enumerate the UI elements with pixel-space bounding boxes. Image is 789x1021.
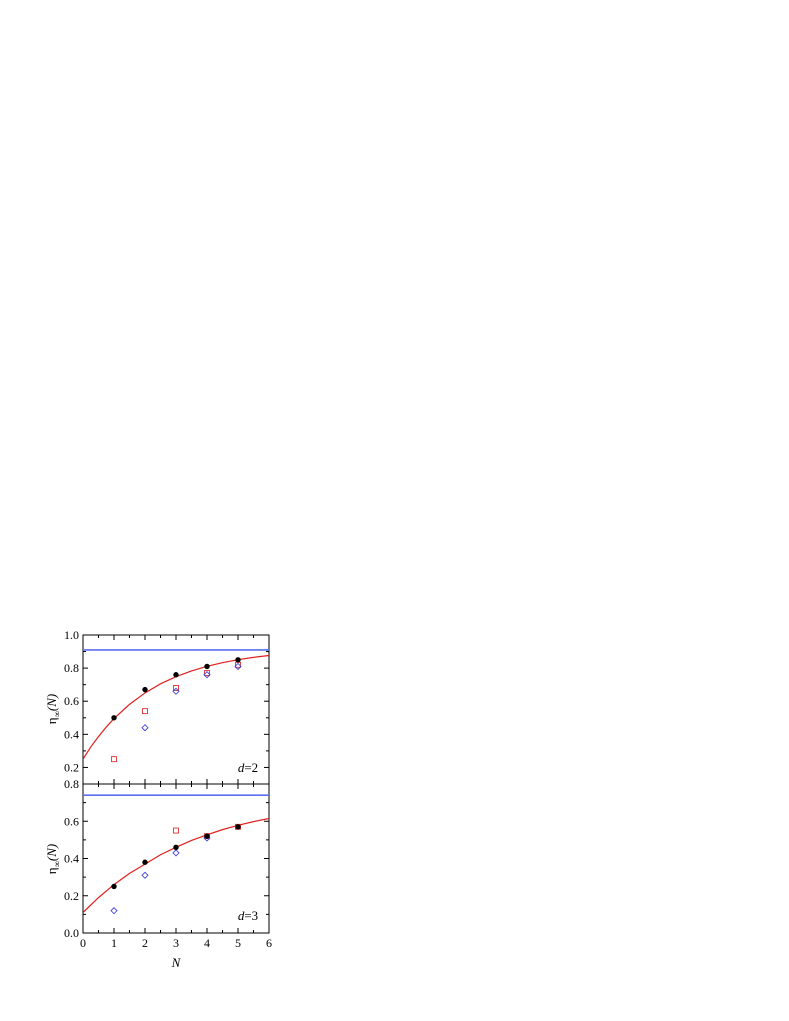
annotation-d: d	[238, 760, 245, 775]
bottom-xtick-label: 5	[235, 936, 241, 950]
top-diamond-point	[141, 724, 149, 732]
y-title-rest: (N)	[44, 844, 59, 861]
y-title-eta: η	[44, 717, 59, 724]
top-diamond-point	[234, 662, 242, 671]
top-ytick-label: 0.8	[64, 661, 79, 675]
top-diamond-point	[203, 671, 211, 679]
bottom-fit-curve	[83, 817, 269, 913]
bottom-ytick-label: 0.0	[64, 926, 79, 940]
top-square-point	[111, 756, 117, 763]
bottom-diamond-point	[172, 849, 180, 857]
top-ytick-label: 0.2	[64, 760, 79, 774]
top-ytick-label: 0.6	[64, 694, 79, 708]
top-y-axis-title: η∞(N)	[44, 694, 62, 725]
x-axis-title: N	[171, 955, 182, 970]
bottom-filled-point	[204, 833, 210, 839]
bottom-diamond-point	[110, 907, 118, 915]
top-square-point	[173, 685, 179, 691]
bottom-filled-point	[173, 844, 179, 851]
bottom-annotation: d=3	[238, 908, 258, 923]
bottom-xtick-label: 2	[142, 936, 148, 950]
bottom-y-axis-title: η∞(N)	[44, 844, 62, 875]
annotation-value: =2	[244, 760, 258, 775]
bottom-filled-point	[142, 859, 148, 865]
top-filled-point	[204, 663, 210, 670]
y-title-rest: (N)	[44, 694, 59, 711]
y-title-eta: η	[44, 867, 59, 874]
top-diamond-point	[172, 687, 180, 695]
top-filled-point	[235, 657, 241, 663]
bottom-xtick-label: 6	[266, 936, 272, 950]
annotation-value: =3	[244, 908, 258, 923]
bottom-filled-point	[235, 824, 241, 830]
bottom-xtick-label: 0	[80, 936, 86, 950]
top-square-point	[142, 708, 148, 715]
annotation-d: d	[238, 908, 245, 923]
y-title-subscript: ∞	[52, 711, 62, 717]
bottom-ytick-label: 0.6	[64, 814, 79, 828]
bottom-panel: 0.0 0.2 0.4 0.6 0.8 0 1 2 3 4 5 6 Nη∞(N) d=3	[44, 777, 272, 970]
top-fit-curve	[83, 654, 269, 760]
top-square-point	[204, 670, 210, 677]
top-panel: 0.2 0.4 0.6 0.8 1.0 η∞(N) d=2	[44, 628, 270, 785]
bottom-xtick-label: 4	[204, 936, 210, 950]
bottom-ytick-label: 0.8	[64, 777, 79, 791]
bottom-diamond-point	[141, 871, 149, 879]
bottom-xtick-label: 1	[111, 936, 117, 950]
top-ytick-label: 1.0	[64, 628, 79, 642]
bottom-filled-point	[111, 883, 117, 890]
bottom-xtick-label: 3	[173, 936, 179, 950]
bottom-square-point	[173, 827, 179, 834]
top-annotation: d=2	[238, 760, 258, 775]
top-filled-point	[173, 672, 179, 678]
top-ytick-label: 0.4	[64, 727, 79, 741]
bottom-ytick-label: 0.2	[64, 889, 79, 903]
top-filled-point	[111, 715, 117, 721]
bottom-ytick-label: 0.4	[64, 852, 79, 866]
top-filled-point	[142, 686, 148, 693]
y-title-subscript: ∞	[52, 861, 62, 867]
